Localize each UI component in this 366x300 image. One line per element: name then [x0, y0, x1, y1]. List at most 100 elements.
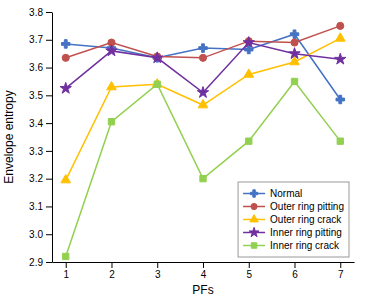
x-axis-title: PFs [192, 283, 213, 297]
tick-label: 3 [155, 269, 161, 280]
point [106, 45, 117, 56]
plot: 1 2 3 4 5 6 7 2.9 3.0 3.1 3.2 3.3 3.4 3.5 3.6 3.7 3.8 Nor… [29, 7, 354, 280]
point [198, 100, 208, 108]
point [107, 81, 117, 89]
point [61, 175, 71, 183]
tick: 3.7 [29, 34, 52, 45]
tick-mark [46, 262, 52, 263]
point [244, 69, 254, 77]
tick: 3.0 [29, 229, 52, 240]
tick-label: 3.4 [29, 118, 43, 129]
tick: 6 [292, 262, 298, 280]
point [197, 87, 208, 98]
tick-mark [46, 95, 52, 96]
tick: 3 [155, 262, 161, 280]
legend-label: Normal [270, 188, 302, 199]
tick-mark [46, 12, 52, 13]
tick: 1 [63, 262, 69, 280]
legend-label: Outer ring pitting [270, 201, 344, 212]
legend-marker [250, 190, 257, 197]
point [152, 52, 163, 63]
point [336, 95, 344, 103]
tick-label: 3.2 [29, 173, 43, 184]
legend-item: Normal [243, 188, 302, 199]
legend-frame [238, 182, 349, 257]
axis-line [52, 13, 53, 263]
line [66, 26, 341, 58]
tick-mark [46, 206, 52, 207]
legend-marker [250, 215, 258, 222]
point [152, 79, 162, 87]
tick-label: 1 [63, 269, 69, 280]
tick-mark [66, 262, 67, 268]
point [335, 53, 346, 64]
tick: 3.8 [29, 7, 52, 18]
point [243, 37, 254, 48]
tick: 3.1 [29, 201, 52, 212]
marks [60, 22, 346, 259]
tick-mark [46, 234, 52, 235]
line [66, 38, 341, 180]
series [63, 78, 344, 259]
tick-mark [46, 68, 52, 69]
tick-mark [111, 262, 112, 268]
tick-mark [295, 262, 296, 268]
tick: 2 [109, 262, 115, 280]
legend-marker [251, 243, 256, 248]
legend-item: Outer ring pitting [243, 201, 344, 212]
tick-label: 3.0 [29, 229, 43, 240]
tick-mark [340, 262, 341, 268]
point [154, 81, 160, 87]
point [63, 253, 69, 259]
y-axis: 2.9 3.0 3.1 3.2 3.3 3.4 3.5 3.6 3.7 3.8 [29, 7, 52, 268]
tick-label: 3.8 [29, 7, 43, 18]
point [291, 78, 297, 84]
legend-item: Inner ring pitting [243, 227, 342, 238]
legend-label: Outer ring crack [270, 214, 342, 225]
tick: 3.5 [29, 90, 52, 101]
tick-label: 6 [292, 269, 298, 280]
point [289, 48, 300, 59]
y-axis-title: Envelope entropy [2, 90, 16, 183]
x-axis: 1 2 3 4 5 6 7 [53, 262, 355, 280]
point [337, 22, 344, 29]
legend-marker [249, 227, 259, 236]
tick: 3.6 [29, 62, 52, 73]
tick: 7 [338, 262, 344, 280]
tick-label: 5 [246, 269, 252, 280]
tick-mark [46, 123, 52, 124]
point [246, 138, 252, 144]
tick-mark [249, 262, 250, 268]
tick-mark [46, 40, 52, 41]
tick-label: 2 [109, 269, 115, 280]
tick: 3.4 [29, 118, 52, 129]
legend-label: Inner ring pitting [270, 227, 342, 238]
point [337, 138, 343, 144]
point [60, 82, 71, 93]
tick: 5 [246, 262, 252, 280]
point [199, 54, 206, 61]
tick-label: 3.1 [29, 201, 43, 212]
tick-label: 3.3 [29, 146, 43, 157]
tick-mark [157, 262, 158, 268]
tick-label: 7 [338, 269, 344, 280]
point [62, 54, 69, 61]
point [335, 33, 345, 41]
legend-item: Outer ring crack [243, 214, 342, 225]
series [62, 22, 344, 61]
tick-mark [46, 151, 52, 152]
tick: 4 [201, 262, 207, 280]
tick: 3.2 [29, 173, 52, 184]
point [108, 119, 114, 125]
tick-label: 2.9 [29, 257, 43, 268]
tick-label: 4 [201, 269, 207, 280]
legend-label: Inner ring crack [270, 240, 340, 251]
tick: 2.9 [29, 257, 52, 268]
tick-mark [203, 262, 204, 268]
legend: Normal Outer ring pitting Outer ring crack… [238, 182, 349, 257]
legend-marker [251, 203, 257, 209]
tick-mark [46, 179, 52, 180]
point [199, 44, 207, 52]
tick-label: 3.6 [29, 62, 43, 73]
point [61, 40, 69, 48]
